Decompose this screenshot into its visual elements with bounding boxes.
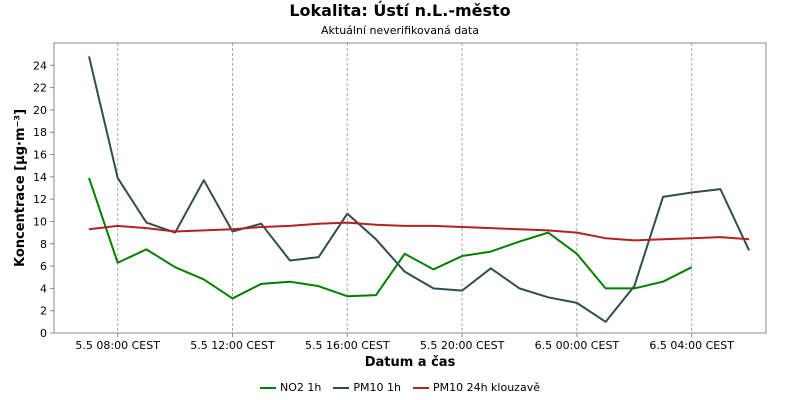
y-tick-label: 22 xyxy=(33,82,47,95)
y-tick-label: 8 xyxy=(40,238,47,251)
legend-swatch xyxy=(412,386,429,389)
legend-label: PM10 1h xyxy=(353,381,401,394)
legend-swatch xyxy=(333,386,350,389)
series-line-2 xyxy=(88,56,751,323)
legend-item: PM10 24h klouzavě xyxy=(412,381,540,394)
legend: NO2 1h PM10 1h PM10 24h klouzavě xyxy=(0,381,800,394)
x-tick-label: 5.5 16:00 CEST xyxy=(305,339,390,352)
y-tick-label: 12 xyxy=(33,193,47,206)
legend-label: NO2 1h xyxy=(280,381,322,394)
series-line-1 xyxy=(88,177,693,300)
x-tick-label: 5.5 12:00 CEST xyxy=(190,339,275,352)
y-tick-label: 0 xyxy=(40,327,47,340)
x-tick-label: 5.5 20:00 CEST xyxy=(420,339,505,352)
x-tick-label: 5.5 08:00 CEST xyxy=(75,339,160,352)
series-line-3 xyxy=(88,221,750,242)
plot-area xyxy=(53,42,767,334)
chart-title: Lokalita: Ústí n.L.-město xyxy=(289,1,511,20)
y-tick-label: 6 xyxy=(40,260,47,273)
grid xyxy=(117,43,693,333)
legend-label: PM10 24h klouzavě xyxy=(432,381,540,394)
x-tick-label: 6.5 00:00 CEST xyxy=(535,339,620,352)
y-tick-label: 24 xyxy=(33,59,47,72)
legend-item: PM10 1h xyxy=(333,381,401,394)
x-axis-title: Datum a čas xyxy=(365,355,456,370)
legend-swatch xyxy=(260,386,277,389)
x-tick-label: 6.5 04:00 CEST xyxy=(649,339,734,352)
series-lines xyxy=(88,56,751,323)
y-tick-label: 14 xyxy=(33,171,47,184)
y-tick-label: 2 xyxy=(40,305,47,318)
y-tick-label: 16 xyxy=(33,149,47,162)
y-tick-label: 4 xyxy=(40,282,47,295)
chart-subtitle: Aktuální neverifikovaná data xyxy=(321,24,479,37)
y-tick-label: 10 xyxy=(33,215,47,228)
y-tick-label: 20 xyxy=(33,104,47,117)
legend-item: NO2 1h xyxy=(260,381,321,394)
y-tick-label: 18 xyxy=(33,126,47,139)
y-axis-title: Koncentrace [µg·m⁻³] xyxy=(13,109,28,267)
